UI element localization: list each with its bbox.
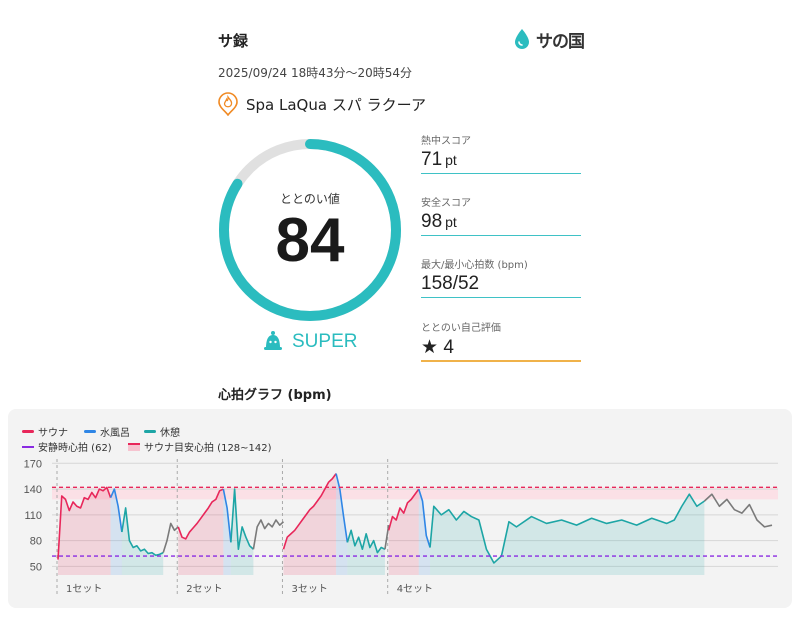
legend-target-hr: サウナ目安心拍 (128~142): [128, 439, 272, 454]
brand-logo-text: サの国: [536, 31, 585, 52]
metric-unit: pt: [445, 152, 457, 168]
divider: [421, 235, 581, 236]
rank-badge: SUPER: [262, 330, 357, 354]
flame-pin-icon: [218, 92, 238, 116]
series-line-other: [703, 493, 773, 528]
series-area-rest: [430, 494, 705, 575]
series-line-other: [162, 522, 179, 553]
score-label: ととのい値: [280, 192, 340, 206]
series-line-sauna: [282, 473, 337, 550]
divider: [421, 297, 581, 298]
series-area-water: [223, 489, 231, 575]
legend-label: サウナ: [38, 428, 68, 439]
brand-logo[interactable]: サの国: [512, 27, 585, 52]
rank-label: SUPER: [292, 331, 358, 352]
legend-resting-hr: 安静時心拍 (62): [22, 439, 112, 454]
score-value: 84: [275, 206, 345, 275]
legend-swatch: [22, 430, 34, 433]
set-label: 4セット: [397, 583, 433, 595]
legend-swatch: [84, 430, 96, 433]
metric-value: ★ 4: [421, 336, 454, 359]
metric-label: 安全スコア: [421, 198, 471, 209]
metric-number: 158/52: [421, 273, 480, 294]
series-area-water: [336, 473, 348, 575]
series-line-other: [384, 525, 390, 550]
y-tick-label: 110: [24, 510, 42, 522]
facility-row[interactable]: Spa LaQua スパ ラクーア: [218, 92, 426, 116]
metric-heart-rate: 最大/最小心拍数 (bpm) 158/52: [421, 256, 581, 310]
series-area-sauna: [283, 473, 337, 575]
set-label: 2セット: [186, 583, 222, 595]
facility-name: Spa LaQua スパ ラクーア: [246, 95, 426, 114]
y-tick-label: 140: [24, 484, 42, 496]
series-area-rest: [230, 489, 254, 575]
metric-number: 71: [421, 149, 443, 170]
metric-heat-score: 熱中スコア 71 pt: [421, 132, 581, 186]
series-area-rest: [347, 530, 385, 575]
legend-label: 休憩: [160, 428, 180, 439]
series-line-water: [417, 488, 431, 548]
legend-swatch: [144, 430, 156, 433]
series-line-sauna: [177, 488, 224, 540]
bell-icon: [264, 331, 282, 350]
y-tick-label: 170: [24, 458, 42, 470]
metric-label: 最大/最小心拍数 (bpm): [421, 260, 528, 271]
metric-safety-score: 安全スコア 98 pt: [421, 194, 581, 248]
metric-value: 98 pt: [421, 211, 457, 233]
series-area-sauna: [388, 489, 419, 575]
series-line-other: [252, 519, 285, 550]
score-ring: [219, 139, 401, 321]
legend-rest: 休憩: [144, 424, 180, 439]
graph-title: 心拍グラフ (bpm): [218, 388, 332, 403]
page-title: サ録: [218, 32, 249, 50]
metric-unit: pt: [445, 214, 457, 230]
metric-value: 71 pt: [421, 149, 457, 171]
y-tick-label: 50: [30, 561, 42, 573]
legend-label: 水風呂: [100, 428, 130, 439]
legend-sauna: サウナ: [22, 424, 68, 439]
y-tick-label: 80: [30, 536, 42, 548]
series-line-sauna: [387, 488, 420, 531]
series-line-rest: [230, 488, 254, 551]
legend-swatch: [22, 445, 34, 448]
water-drop-icon: [515, 29, 529, 49]
metric-number: 4: [443, 337, 454, 358]
series-area-sauna: [178, 489, 224, 575]
legend-water: 水風呂: [84, 424, 130, 439]
series-area-rest: [121, 507, 164, 575]
divider: [421, 360, 581, 362]
series-area-water: [110, 489, 122, 575]
legend-label: サウナ目安心拍 (128~142): [144, 443, 272, 454]
series-line-sauna: [57, 486, 112, 560]
metric-value: 158/52: [421, 273, 479, 295]
series-line-rest: [346, 529, 386, 554]
metric-label: 熱中スコア: [421, 136, 471, 147]
score-ring-progress: [219, 139, 401, 321]
series-area-water: [418, 489, 431, 575]
series-line-rest: [121, 507, 164, 557]
metric-number: 98: [421, 211, 443, 232]
session-datetime: 2025/09/24 18時43分～20時54分: [218, 66, 413, 80]
star-icon: ★: [421, 337, 439, 358]
metric-label: ととのい自己評価: [421, 323, 501, 334]
legend-label: 安静時心拍 (62): [38, 443, 112, 454]
series-area-sauna: [58, 487, 111, 575]
series-line-water: [109, 488, 123, 533]
divider: [421, 173, 581, 174]
series-line-rest: [429, 493, 705, 564]
metric-self-rating: ととのい自己評価 ★ 4: [421, 319, 581, 373]
series-line-water: [335, 473, 349, 543]
set-label: 3セット: [291, 583, 327, 595]
set-label: 1セット: [66, 583, 102, 595]
series-line-water: [222, 488, 232, 543]
legend-swatch: [128, 442, 140, 451]
